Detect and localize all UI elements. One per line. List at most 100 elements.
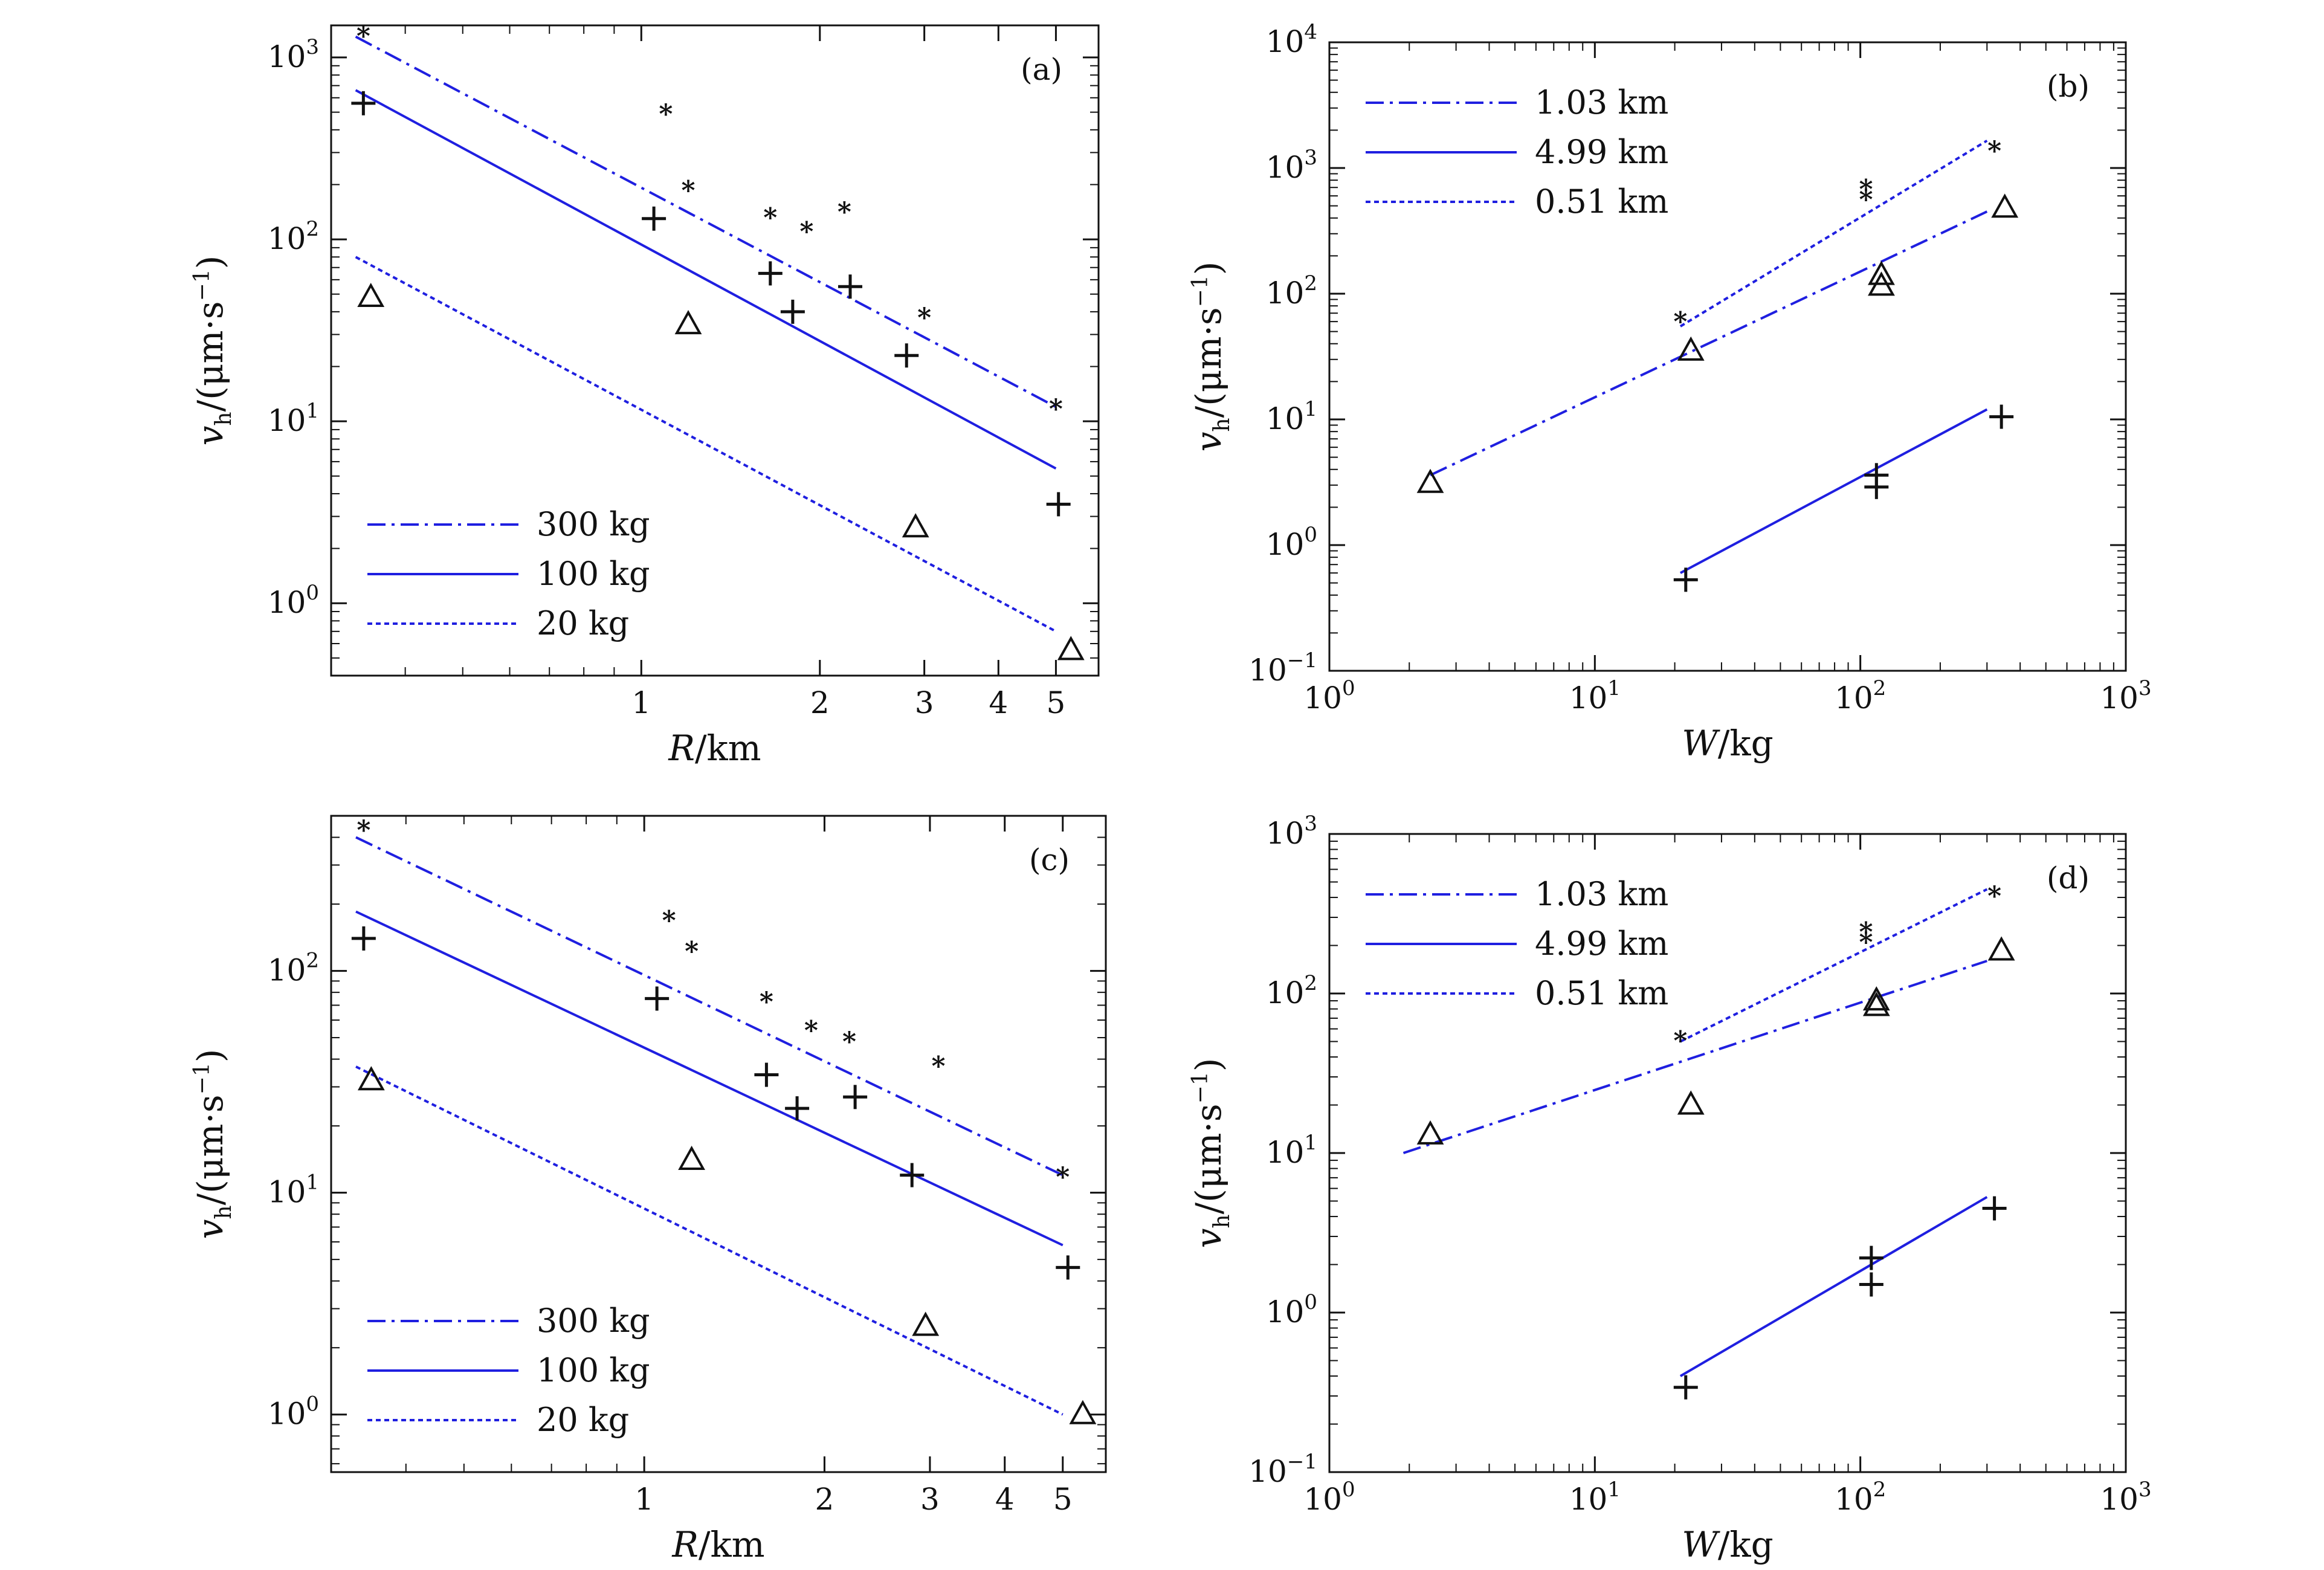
chart-2-y-tick-exponent: 1 [1304, 397, 1317, 421]
chart-1-x-tick-text: 4 [989, 685, 1008, 720]
chart-1-y-tick-label: 103 [268, 35, 319, 74]
chart-4-plus-marker [1859, 1272, 1883, 1297]
chart-4-y-axis-subscript: h [1210, 1214, 1235, 1228]
chart-2-x-axis-var: W [1682, 723, 1720, 764]
chart-3-y-axis-superscript: −1 [190, 1062, 215, 1094]
chart-3-x-axis-var: R [671, 1524, 699, 1565]
chart-2-y-tick-mantissa: 10 [1248, 653, 1287, 688]
chart-4-x-tick-label: 103 [2100, 1478, 2151, 1517]
chart-2-y-axis-unit: /(μm·s [1188, 307, 1229, 418]
chart-4-x-tick-mantissa: 10 [2100, 1482, 2138, 1517]
chart-3-plus-marker [754, 1062, 779, 1087]
chart-2-line-dashdot [1430, 210, 1988, 477]
chart-4-y-tick-mantissa: 10 [1266, 975, 1305, 1010]
chart-1-line-solid [355, 89, 1057, 470]
chart-3-star-marker: * [685, 936, 699, 967]
chart-1-y-tick-label: 100 [268, 581, 319, 620]
chart-4-plus-marker [1982, 1196, 2007, 1221]
chart-1-star-marker: * [1049, 393, 1063, 424]
chart-2-x-tick-mantissa: 10 [1835, 680, 1873, 716]
chart-3-y-tick-exponent: 1 [306, 1171, 319, 1195]
chart-1-x-tick-label: 2 [810, 685, 830, 720]
chart-2-y-axis-subscript: h [1210, 418, 1235, 431]
chart-3-triangle-marker [678, 1145, 706, 1170]
chart-2-y-tick-mantissa: 10 [1266, 527, 1305, 562]
chart-4-x-tick-mantissa: 10 [1835, 1482, 1873, 1517]
chart-3-star-marker: * [662, 905, 676, 936]
chart-1-y-tick-exponent: 3 [306, 35, 319, 59]
chart-3-x-axis-title: R/km [671, 1524, 764, 1565]
chart-4-triangle-marker [1416, 1120, 1444, 1145]
chart-4-x-tick-mantissa: 10 [1303, 1482, 1342, 1517]
chart-1-y-tick-mantissa: 10 [268, 585, 306, 620]
chart-4-legend-label: 4.99 km [1535, 925, 1668, 963]
chart-4-y-tick-label: 10−1 [1248, 1450, 1317, 1489]
chart-1-panel-tag: (a) [1021, 52, 1062, 87]
chart-3-x-tick-label: 2 [815, 1482, 834, 1517]
chart-2-y-tick-label: 102 [1266, 271, 1317, 311]
chart-1-plus-marker [1046, 492, 1071, 517]
chart-2-legend-label: 0.51 km [1535, 183, 1668, 221]
chart-1-y-axis-title: vh/(μm·s−1) [190, 256, 236, 446]
chart-1-line-dashdot [355, 35, 1057, 409]
chart-2-x-tick-exponent: 1 [1607, 676, 1621, 700]
chart-1-x-axis-var: R [668, 728, 695, 769]
chart-2-y-tick-mantissa: 10 [1266, 150, 1305, 185]
chart-3-y-tick-exponent: 2 [306, 949, 319, 973]
chart-4-y-tick-label: 100 [1266, 1290, 1317, 1329]
chart-2-star-marker: * [1987, 135, 2001, 166]
chart-4-y-tick-label: 101 [1266, 1131, 1317, 1170]
chart-2-x-tick-mantissa: 10 [1569, 680, 1608, 716]
chart-3-x-tick-text: 5 [1053, 1482, 1073, 1517]
chart-1-star-marker: * [682, 175, 696, 206]
chart-3-y-tick-label: 100 [268, 1392, 319, 1432]
chart-3-triangle-marker [1069, 1400, 1097, 1424]
chart-2-y-tick-exponent: 3 [1304, 146, 1317, 170]
chart-2-y-tick-label: 103 [1266, 146, 1317, 185]
chart-4-x-axis-var: W [1682, 1524, 1720, 1565]
chart-1-triangle-marker [902, 513, 929, 538]
chart-3-y-tick-label: 101 [268, 1171, 319, 1210]
chart-1-y-tick-mantissa: 10 [268, 403, 306, 438]
chart-3-y-tick-mantissa: 10 [268, 1175, 306, 1210]
chart-2-x-tick-exponent: 0 [1342, 676, 1355, 700]
chart-2-x-tick-label: 103 [2100, 676, 2151, 716]
chart-2-y-axis-var: v [1188, 431, 1229, 451]
chart-3-x-axis-unit: /km [699, 1524, 765, 1565]
chart-4-y-axis-title: vh/(μm·s−1) [1188, 1058, 1235, 1249]
chart-4-y-tick-exponent: 2 [1304, 971, 1317, 995]
chart-3-y-axis-unit: /(μm·s [190, 1094, 231, 1205]
chart-4-x-tick-exponent: 3 [2138, 1478, 2152, 1502]
chart-4-x-axis-title: W/kg [1682, 1524, 1773, 1565]
chart-3-plus-marker [645, 986, 670, 1011]
chart-1-y-axis-subscript: h [211, 412, 236, 425]
chart-4-y-tick-label: 103 [1266, 812, 1317, 851]
chart-3-star-marker: * [842, 1026, 856, 1057]
chart-2-star-marker: * [1859, 184, 1873, 215]
chart-1-legend: 300 kg 100 kg 20 kg [367, 505, 650, 642]
chart-2-star-marker: * [1859, 174, 1873, 205]
chart-2-y-tick-mantissa: 10 [1266, 276, 1305, 311]
chart-3-triangle-marker [357, 1066, 385, 1091]
chart-1-x-tick-text: 5 [1047, 685, 1066, 720]
chart-2-triangle-marker [1991, 193, 2019, 218]
chart-2-frame [1328, 41, 2127, 672]
chart-1-x-tick-text: 2 [810, 685, 830, 720]
chart-4-triangle-marker [1987, 936, 2015, 961]
chart-3-star-marker: * [760, 987, 773, 1018]
chart-4-star-marker: * [1859, 927, 1873, 958]
chart-1-x-tick-text: 1 [631, 685, 651, 720]
chart-1-triangle-marker [357, 282, 385, 308]
chart-2-x-axis-title: W/kg [1682, 723, 1773, 764]
chart-3-line-dotted [355, 1065, 1064, 1416]
chart-4-plus-marker [1859, 1245, 1883, 1270]
chart-2-plus-marker [1864, 474, 1889, 499]
chart-2-line-dotted [1679, 140, 1988, 328]
chart-4-panel-tag: (d) [2047, 861, 2090, 896]
chart-4-x-tick-label: 101 [1569, 1478, 1621, 1517]
chart-3-legend-label: 300 kg [537, 1302, 650, 1340]
chart-1-plus-marker [894, 343, 919, 368]
chart-4-y-axis-unit: /(μm·s [1188, 1103, 1229, 1214]
